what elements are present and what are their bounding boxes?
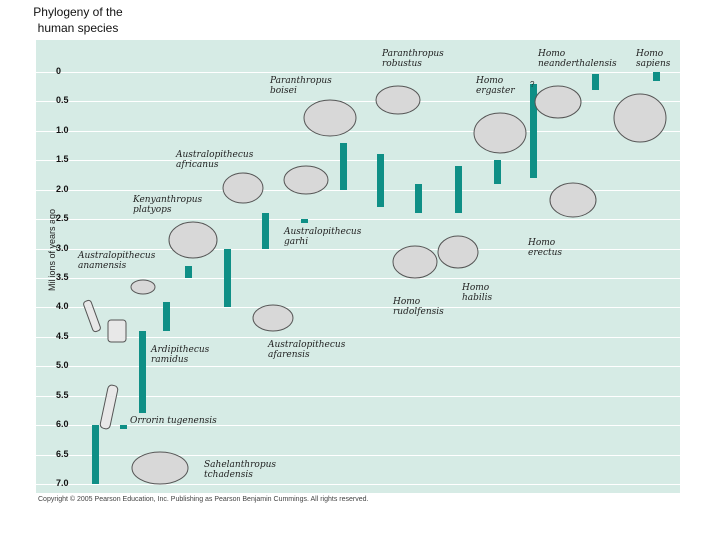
species-label: Kenyanthropus platyops bbox=[133, 195, 203, 215]
species-bar bbox=[301, 219, 308, 224]
y-tick-label: 4.5 bbox=[56, 330, 69, 341]
species-bar bbox=[494, 160, 501, 184]
gridline bbox=[36, 219, 680, 221]
species-label: Homo ergaster bbox=[476, 76, 515, 96]
y-tick-label: 2.0 bbox=[56, 183, 69, 194]
species-bar bbox=[139, 330, 146, 414]
y-tick-label: 4.0 bbox=[56, 301, 69, 312]
species-bar bbox=[377, 154, 384, 208]
species-label: Australopithecus garhi bbox=[284, 227, 362, 247]
species-bar bbox=[455, 166, 462, 214]
species-label: Orrorin tugenensis bbox=[130, 416, 217, 426]
y-tick-label: 0.5 bbox=[56, 95, 69, 106]
species-bar bbox=[163, 301, 170, 331]
y-tick-label: 2.5 bbox=[56, 213, 69, 224]
species-bar bbox=[530, 83, 537, 178]
species-bar bbox=[653, 72, 660, 81]
y-tick-label: 3.0 bbox=[56, 242, 69, 253]
gridline bbox=[36, 72, 680, 73]
y-tick-label: 6.0 bbox=[56, 419, 69, 430]
question-mark: ? bbox=[530, 80, 535, 89]
species-bar bbox=[185, 266, 192, 278]
gridline bbox=[36, 366, 680, 368]
gridline bbox=[36, 160, 680, 162]
species-bar bbox=[224, 248, 231, 308]
page-title: Phylogeny of the human species bbox=[33, 5, 123, 35]
y-tick-label: 6.5 bbox=[56, 448, 69, 459]
species-label: Ardipithecus ramidus bbox=[151, 345, 210, 365]
gridline bbox=[36, 307, 680, 309]
gridline bbox=[36, 336, 680, 338]
species-bar bbox=[262, 213, 269, 249]
y-tick-label: 1.0 bbox=[56, 124, 69, 135]
species-label: Australopithecus africanus bbox=[176, 150, 254, 170]
species-label: Sahelanthropus tchadensis bbox=[204, 460, 277, 480]
species-label: Australopithecus afarensis bbox=[268, 340, 346, 360]
gridline bbox=[36, 395, 680, 397]
species-label: Homo erectus bbox=[528, 238, 563, 258]
gridline bbox=[36, 278, 680, 279]
species-label: Homo habilis bbox=[462, 283, 493, 303]
y-tick-label: 1.5 bbox=[56, 154, 69, 165]
gridline bbox=[36, 484, 680, 485]
gridline bbox=[36, 425, 680, 427]
species-label: Homo rudolfensis bbox=[393, 297, 444, 317]
gridline bbox=[36, 248, 680, 250]
species-label: Paranthropus boisei bbox=[270, 76, 332, 96]
copyright-notice: Copyright © 2005 Pearson Education, Inc.… bbox=[38, 496, 369, 503]
species-bar bbox=[92, 425, 99, 484]
y-tick-label: 7.0 bbox=[56, 478, 69, 488]
y-tick-label: 3.5 bbox=[56, 272, 69, 282]
species-bar bbox=[120, 425, 127, 430]
species-bar bbox=[415, 183, 422, 214]
y-tick-label: 5.5 bbox=[56, 389, 69, 400]
gridline bbox=[36, 101, 680, 103]
gridline bbox=[36, 189, 680, 191]
y-tick-label: 5.0 bbox=[56, 360, 69, 371]
species-label: Paranthropus robustus bbox=[382, 49, 444, 69]
species-bar bbox=[340, 142, 347, 190]
y-tick-label: 0 bbox=[56, 66, 62, 76]
gridline bbox=[36, 454, 680, 456]
species-label: Australopithecus anamensis bbox=[78, 251, 156, 271]
species-label: Homo sapiens bbox=[636, 49, 671, 69]
gridline bbox=[36, 130, 680, 132]
species-bar bbox=[592, 73, 599, 90]
species-label: Homo neanderthalensis bbox=[538, 49, 617, 69]
